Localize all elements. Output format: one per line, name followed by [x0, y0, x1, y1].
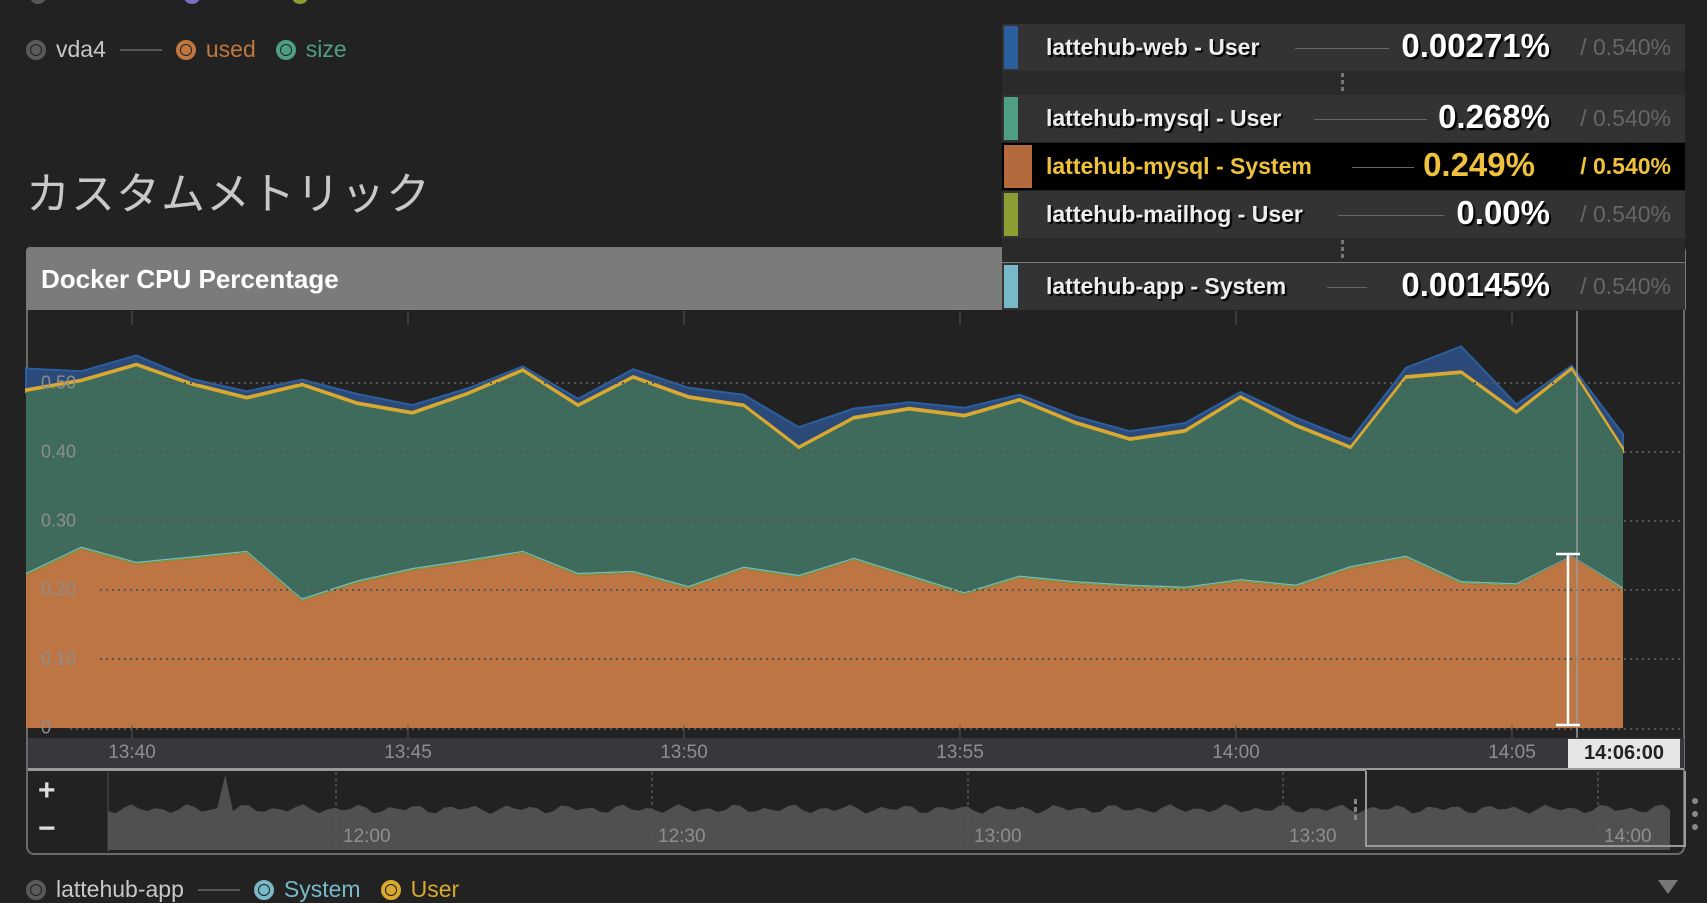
- series-swatch-icon: [1004, 193, 1018, 236]
- connector-line: [1327, 287, 1367, 288]
- series-name: lattehub-mysql - User: [1046, 105, 1282, 131]
- legend-dot-icon: [184, 0, 200, 4]
- radio-icon: [380, 879, 401, 900]
- series-total: / 0.540%: [1580, 153, 1671, 179]
- x-tick: 14:00: [1212, 742, 1260, 763]
- container-legend: lattehub-app System User: [26, 876, 479, 903]
- series-value: 0.249%: [1423, 146, 1535, 183]
- legend-item-label: used: [205, 36, 256, 62]
- y-tick: 0.20: [41, 579, 77, 600]
- tooltip-row: lattehub-mailhog - User 0.00% / 0.540%: [1002, 191, 1685, 238]
- series-swatch-icon: [1004, 97, 1018, 140]
- navigator-tick: 12:00: [343, 826, 391, 847]
- navigator-tick: 14:00: [1604, 826, 1652, 847]
- series-total: / 0.540%: [1580, 273, 1671, 299]
- legend-item-used[interactable]: used: [175, 36, 256, 63]
- connector-line: [1295, 48, 1389, 49]
- legend-group-label: lattehub-app: [56, 876, 184, 902]
- series-name: lattehub-mailhog - User: [1046, 201, 1303, 227]
- navigator-handle-left: [1354, 799, 1357, 820]
- x-tick: 13:55: [936, 742, 984, 763]
- legend-group-label: vda4: [56, 36, 106, 62]
- x-tick: 13:40: [108, 742, 156, 763]
- navigator-selection: [1365, 771, 1686, 847]
- series-name: lattehub-web - User: [1046, 34, 1260, 60]
- y-tick: 0.10: [41, 648, 77, 669]
- x-tick: 13:45: [384, 742, 432, 763]
- disk-legend: vda4 used size: [26, 36, 367, 63]
- area-series: [26, 366, 1623, 599]
- radio-icon: [253, 879, 274, 900]
- zoom-in-button[interactable]: +: [38, 774, 56, 807]
- series-swatch-icon: [1004, 26, 1018, 69]
- legend-item-label: User: [410, 876, 460, 902]
- legend-item-system[interactable]: System: [253, 876, 361, 903]
- radio-icon: [26, 39, 46, 60]
- series-name: lattehub-mysql - System: [1046, 153, 1312, 179]
- x-tick: 13:50: [660, 742, 708, 763]
- legend-item-user[interactable]: User: [380, 876, 460, 903]
- legend-dot-icon: [292, 0, 308, 4]
- y-tick: 0.50: [41, 372, 77, 393]
- series-value: 0.00%: [1456, 194, 1550, 231]
- series-value: 0.268%: [1438, 98, 1550, 135]
- y-tick: 0.40: [41, 441, 77, 462]
- legend-connector: [119, 48, 162, 51]
- navigator-tick: 13:00: [974, 826, 1022, 847]
- series-value: 0.00145%: [1401, 266, 1550, 303]
- connector-line: [1314, 119, 1427, 120]
- x-tick: 14:05: [1488, 742, 1536, 763]
- more-dots-icon: [1341, 73, 1344, 93]
- radio-icon: [275, 39, 296, 60]
- series-value: 0.00271%: [1401, 27, 1550, 64]
- section-title: カスタムメトリック: [26, 169, 431, 220]
- navigator-handle-right[interactable]: [1692, 798, 1698, 837]
- navigator-tick: 12:30: [658, 826, 706, 847]
- series-total: / 0.540%: [1580, 34, 1671, 60]
- legend-item-size[interactable]: size: [275, 36, 347, 63]
- navigator-tick: 13:30: [1289, 826, 1337, 847]
- legend-group-lattehub-app[interactable]: lattehub-app: [26, 876, 184, 903]
- tooltip-gap: [1002, 71, 1685, 95]
- series-total: / 0.540%: [1580, 201, 1671, 227]
- cursor-time-label: 14:06:00: [1568, 739, 1680, 768]
- expand-down-icon[interactable]: [1658, 880, 1678, 894]
- radio-icon: [175, 39, 196, 60]
- connector-line: [1352, 167, 1414, 168]
- zoom-out-button[interactable]: −: [38, 812, 56, 845]
- legend-item-label: size: [305, 36, 347, 62]
- tooltip-gap: [1002, 238, 1685, 262]
- more-dots-icon: [1341, 240, 1344, 260]
- tooltip-row: lattehub-web - User 0.00271% / 0.540%: [1002, 24, 1685, 71]
- tooltip-row: lattehub-mysql - User 0.268% / 0.540%: [1002, 95, 1685, 142]
- series-swatch-icon: [1004, 145, 1032, 188]
- tooltip-row: lattehub-app - System 0.00145% / 0.540%: [1002, 263, 1685, 310]
- radio-icon: [26, 879, 46, 900]
- legend-group-vda4[interactable]: vda4: [26, 36, 106, 63]
- value-range-marker: [1556, 552, 1580, 727]
- connector-line: [1338, 215, 1444, 216]
- series-swatch-icon: [1004, 265, 1018, 308]
- chart-title: Docker CPU Percentage: [41, 264, 339, 294]
- series-total: / 0.540%: [1580, 105, 1671, 131]
- area-series: [26, 549, 1623, 728]
- legend-dot-icon: [30, 0, 46, 4]
- tooltip-row-highlighted: lattehub-mysql - System 0.249% / 0.540%: [1002, 143, 1685, 190]
- y-tick: 0.30: [41, 510, 77, 531]
- legend-connector: [197, 888, 240, 891]
- y-tick: 0: [41, 717, 52, 738]
- series-name: lattehub-app - System: [1046, 273, 1287, 299]
- legend-item-label: System: [283, 876, 361, 902]
